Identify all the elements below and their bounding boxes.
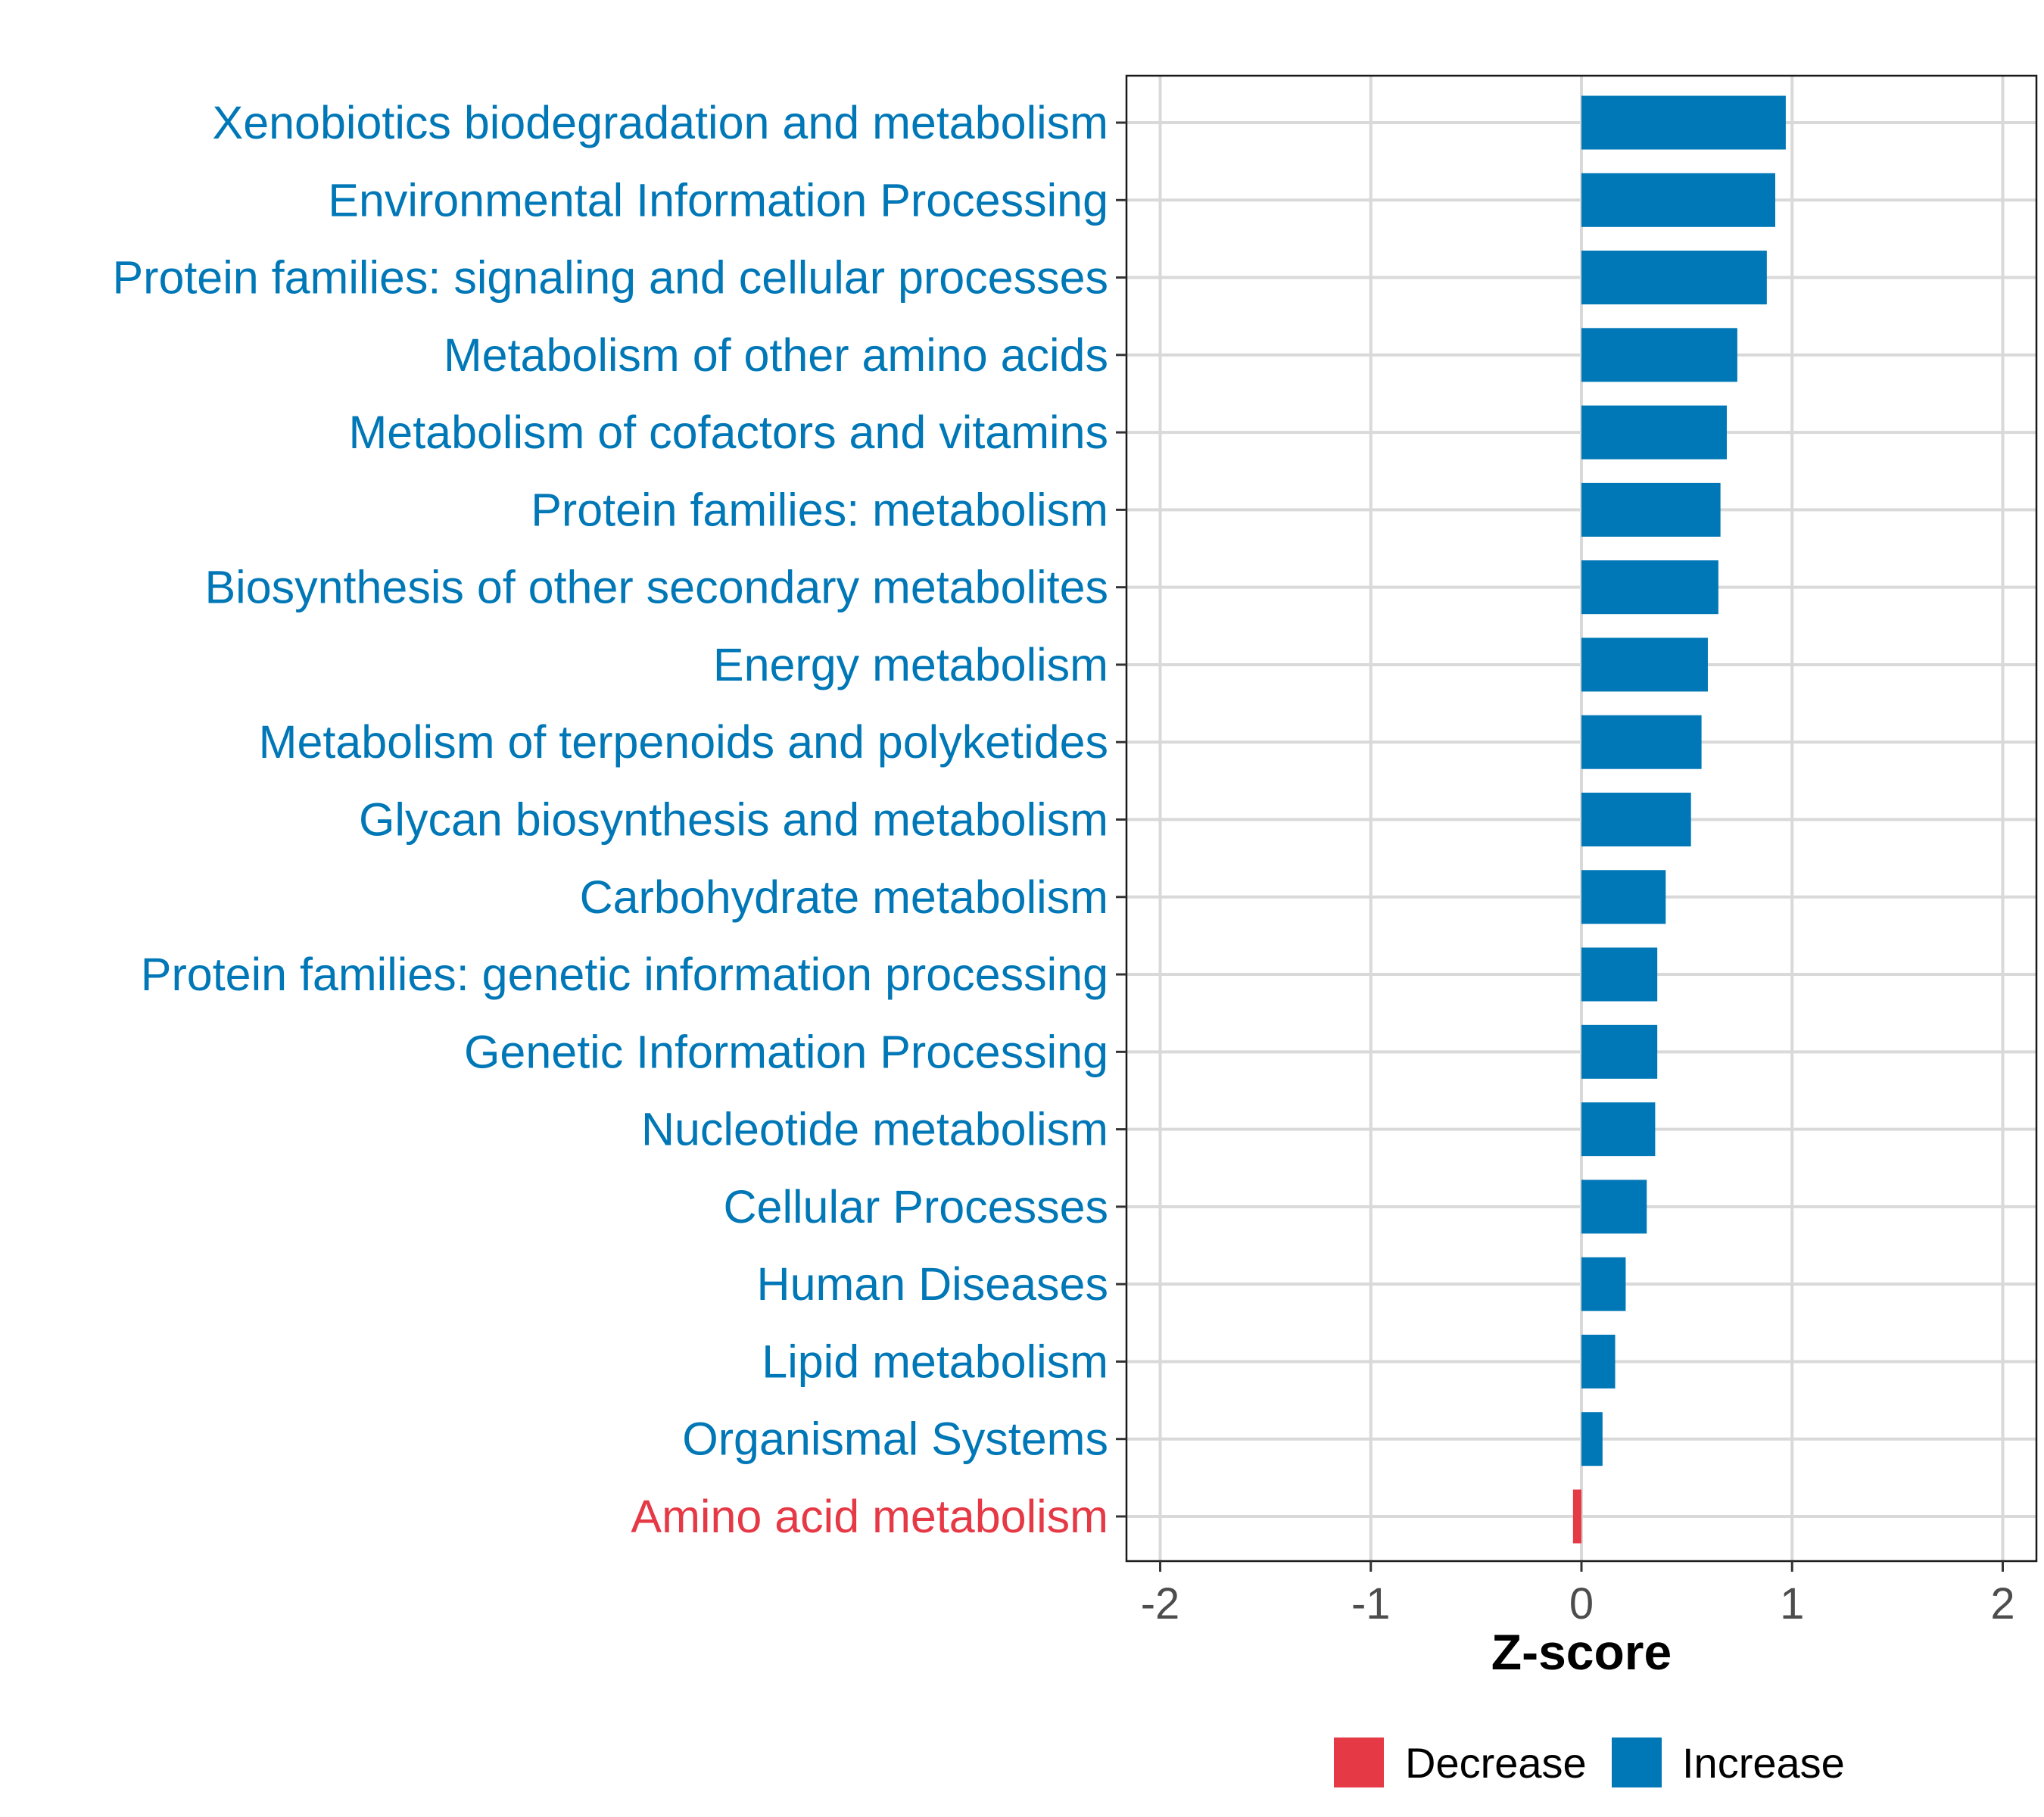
bar-biosynthesis-of-other-secondary-metabolites	[1581, 560, 1718, 615]
category-label: Environmental Information Processing	[328, 174, 1108, 226]
x-tick-label: -2	[1141, 1579, 1180, 1628]
legend-label-decrease: Decrease	[1405, 1739, 1587, 1787]
category-label: Carbohydrate metabolism	[580, 871, 1108, 923]
bar-metabolism-of-other-amino-acids	[1581, 328, 1737, 382]
category-label: Organismal Systems	[682, 1413, 1108, 1465]
category-label: Human Diseases	[757, 1258, 1108, 1310]
bar-environmental-information-processing	[1581, 173, 1775, 227]
category-label: Metabolism of terpenoids and polyketides	[259, 716, 1108, 768]
bar-metabolism-of-cofactors-and-vitamins	[1581, 405, 1727, 460]
bar-protein-families-signaling-and-cellular-processes	[1581, 251, 1767, 305]
x-tick-label: 1	[1780, 1579, 1804, 1628]
bar-carbohydrate-metabolism	[1581, 870, 1666, 924]
legend-label-increase: Increase	[1682, 1739, 1845, 1787]
axis-ticks	[1116, 121, 2004, 1572]
category-labels: Xenobiotics biodegradation and metabolis…	[112, 97, 1108, 1542]
bar-nucleotide-metabolism	[1581, 1102, 1656, 1157]
category-label: Lipid metabolism	[762, 1335, 1108, 1387]
bar-protein-families-metabolism	[1581, 482, 1721, 537]
legend-swatch-increase	[1612, 1738, 1662, 1787]
bar-human-diseases	[1581, 1257, 1626, 1311]
category-label: Protein families: genetic information pr…	[141, 949, 1108, 1000]
x-tick-label: 0	[1569, 1579, 1594, 1628]
x-tick-label: -1	[1351, 1579, 1391, 1628]
category-label: Energy metabolism	[713, 639, 1108, 690]
x-tick-label: 2	[1990, 1579, 2014, 1628]
category-label: Cellular Processes	[723, 1181, 1108, 1233]
bar-cellular-processes	[1581, 1180, 1647, 1234]
category-label: Nucleotide metabolism	[641, 1104, 1108, 1155]
category-label: Glycan biosynthesis and metabolism	[359, 794, 1108, 846]
bar-lipid-metabolism	[1581, 1334, 1616, 1388]
category-label: Protein families: signaling and cellular…	[112, 252, 1108, 304]
bar-amino-acid-metabolism	[1572, 1489, 1581, 1544]
x-axis-title: Z-score	[1491, 1624, 1672, 1680]
category-label: Amino acid metabolism	[631, 1491, 1108, 1542]
category-label: Biosynthesis of other secondary metaboli…	[204, 562, 1108, 613]
bar-energy-metabolism	[1581, 637, 1708, 692]
bar-series	[1572, 95, 1786, 1544]
category-label: Protein families: metabolism	[531, 484, 1108, 535]
category-label: Metabolism of cofactors and vitamins	[348, 407, 1108, 458]
bar-organismal-systems	[1581, 1412, 1603, 1466]
bar-genetic-information-processing	[1581, 1024, 1658, 1079]
bar-glycan-biosynthesis-and-metabolism	[1581, 793, 1691, 846]
category-label: Genetic Information Processing	[464, 1026, 1108, 1077]
legend-swatch-decrease	[1334, 1738, 1384, 1787]
category-label: Xenobiotics biodegradation and metabolis…	[213, 97, 1108, 148]
legend: Decrease Increase	[1334, 1738, 1845, 1787]
bar-protein-families-genetic-information-processing	[1581, 947, 1658, 1002]
bar-metabolism-of-terpenoids-and-polyketides	[1581, 715, 1702, 769]
x-tick-labels: -2 -1 0 1 2	[1141, 1579, 2015, 1628]
category-label: Metabolism of other amino acids	[444, 329, 1108, 381]
bar-xenobiotics-biodegradation-and-metabolism	[1581, 95, 1786, 150]
